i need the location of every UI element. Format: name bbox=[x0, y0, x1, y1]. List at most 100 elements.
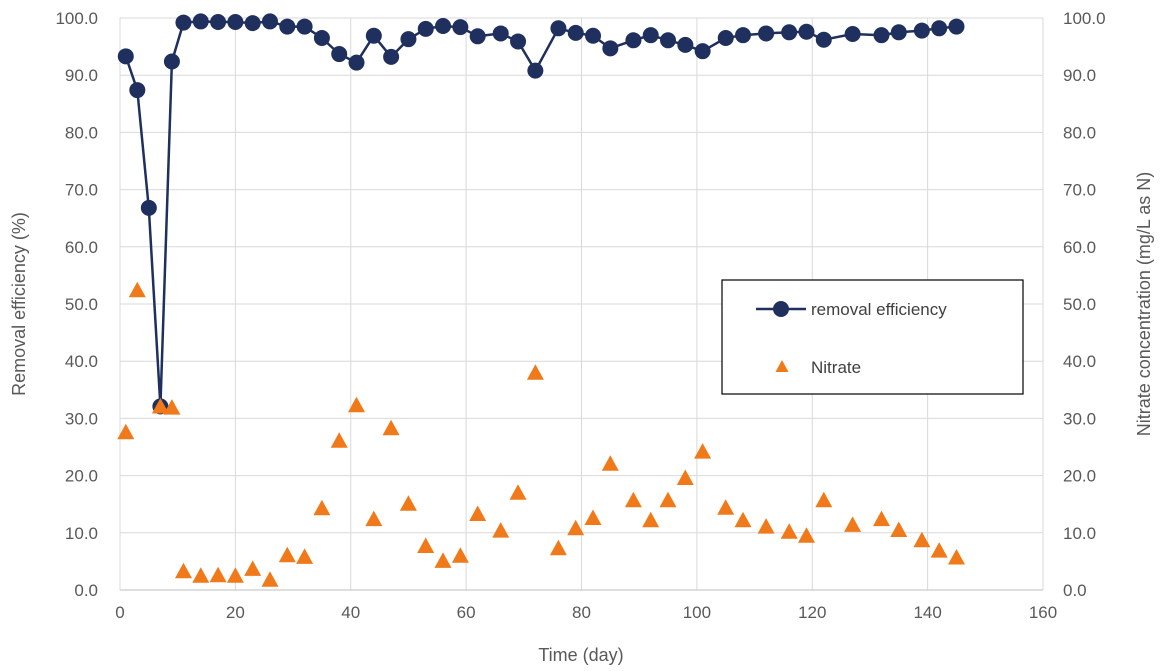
removal-efficiency-point bbox=[873, 27, 890, 44]
removal-efficiency-point bbox=[844, 26, 861, 43]
removal-efficiency-point bbox=[452, 19, 469, 36]
nitrate-point bbox=[209, 566, 227, 583]
removal-efficiency-point bbox=[660, 32, 677, 49]
nitrate-point bbox=[757, 518, 775, 534]
removal-efficiency-point bbox=[140, 199, 157, 216]
removal-efficiency-point bbox=[890, 24, 907, 41]
removal-efficiency-point bbox=[815, 31, 832, 48]
x-tick-label: 140 bbox=[913, 603, 941, 622]
removal-efficiency-point bbox=[527, 62, 544, 79]
y2-tick-label: 10.0 bbox=[1063, 524, 1096, 543]
y-tick-label: 30.0 bbox=[65, 409, 98, 428]
nitrate-point bbox=[873, 510, 890, 527]
y-tick-label: 20.0 bbox=[65, 467, 98, 486]
removal-efficiency-point bbox=[163, 53, 180, 70]
nitrate-point bbox=[226, 567, 244, 583]
removal-efficiency-point bbox=[244, 15, 261, 32]
removal-efficiency-point bbox=[192, 13, 209, 30]
removal-efficiency-point bbox=[435, 18, 452, 35]
y-tick-label: 50.0 bbox=[65, 295, 98, 314]
y2-tick-label: 50.0 bbox=[1063, 295, 1096, 314]
nitrate-point bbox=[676, 469, 694, 485]
y2-tick-labels: 0.0 10.0 20.0 30.0 40.0 50.0 60.0 70.0 80.0 90.0 1… bbox=[1063, 9, 1106, 600]
nitrate-point bbox=[659, 491, 677, 508]
y-tick-label: 0.0 bbox=[74, 581, 98, 600]
y2-tick-label: 90.0 bbox=[1063, 66, 1096, 85]
nitrate-point bbox=[844, 516, 862, 532]
removal-efficiency-point bbox=[781, 24, 798, 41]
removal-efficiency-point bbox=[348, 54, 365, 71]
y-tick-label: 80.0 bbox=[65, 123, 98, 142]
y2-axis-title: Nitrate concentration (mg/L as N) bbox=[1134, 172, 1154, 436]
y-axis-title: Removal efficiency (%) bbox=[9, 212, 29, 396]
nitrate-point bbox=[815, 491, 833, 508]
removal-efficiency-series bbox=[117, 13, 965, 415]
nitrate-point bbox=[451, 547, 469, 563]
nitrate-point bbox=[175, 562, 192, 579]
nitrate-point bbox=[117, 423, 135, 440]
nitrate-point bbox=[278, 546, 296, 563]
axes bbox=[119, 18, 1043, 591]
removal-efficiency-point bbox=[129, 82, 146, 99]
legend-label-nitrate: Nitrate bbox=[811, 358, 861, 377]
nitrate-point bbox=[717, 499, 735, 515]
y-tick-label: 70.0 bbox=[65, 181, 98, 200]
nitrate-point bbox=[584, 509, 602, 525]
removal-efficiency-point bbox=[400, 31, 417, 48]
removal-efficiency-point bbox=[567, 24, 584, 41]
nitrate-point bbox=[365, 510, 383, 527]
nitrate-point bbox=[890, 521, 908, 537]
y2-tick-label: 0.0 bbox=[1063, 581, 1087, 600]
grid bbox=[120, 17, 1044, 590]
nitrate-point bbox=[128, 281, 146, 298]
removal-efficiency-point bbox=[717, 30, 734, 47]
y2-tick-label: 70.0 bbox=[1063, 181, 1096, 200]
removal-efficiency-point bbox=[677, 36, 694, 53]
legend-label-removal-efficiency: removal efficiency bbox=[811, 300, 947, 319]
removal-efficiency-point bbox=[331, 46, 348, 63]
removal-efficiency-point bbox=[313, 30, 330, 47]
nitrate-point bbox=[624, 491, 642, 508]
x-tick-label: 120 bbox=[798, 603, 826, 622]
nitrate-point bbox=[930, 542, 948, 558]
nitrate-point bbox=[601, 455, 619, 471]
y2-tick-label: 80.0 bbox=[1063, 123, 1096, 142]
nitrate-point bbox=[913, 531, 931, 548]
removal-efficiency-point bbox=[261, 13, 278, 30]
removal-efficiency-point bbox=[931, 20, 948, 37]
x-tick-labels: 0 20 40 60 80 100 120 140 160 bbox=[115, 603, 1057, 622]
x-tick-label: 0 bbox=[115, 603, 124, 622]
removal-efficiency-point bbox=[296, 18, 313, 35]
nitrate-point bbox=[509, 484, 527, 500]
removal-efficiency-point bbox=[492, 25, 509, 42]
x-tick-label: 80 bbox=[572, 603, 591, 622]
nitrate-point bbox=[694, 443, 712, 459]
y2-tick-label: 20.0 bbox=[1063, 467, 1096, 486]
nitrate-point bbox=[244, 560, 262, 576]
removal-efficiency-point bbox=[625, 32, 642, 49]
nitrate-point bbox=[348, 396, 365, 413]
y-tick-label: 10.0 bbox=[65, 524, 98, 543]
nitrate-point bbox=[296, 548, 314, 564]
x-tick-label: 100 bbox=[683, 603, 711, 622]
nitrate-point bbox=[526, 364, 544, 380]
nitrate-point bbox=[469, 505, 487, 521]
nitrate-point bbox=[567, 519, 585, 536]
nitrate-point bbox=[330, 432, 348, 448]
nitrate-point bbox=[434, 552, 452, 568]
nitrate-point bbox=[417, 537, 435, 553]
removal-efficiency-point bbox=[383, 48, 400, 65]
nitrate-point bbox=[642, 511, 660, 528]
y2-tick-label: 30.0 bbox=[1063, 409, 1096, 428]
nitrate-point bbox=[948, 549, 965, 565]
legend: removal efficiency Nitrate bbox=[721, 279, 1024, 395]
removal-efficiency-point bbox=[175, 14, 192, 31]
removal-efficiency-point bbox=[550, 20, 567, 37]
y-tick-label: 60.0 bbox=[65, 238, 98, 257]
nitrate-point bbox=[261, 571, 279, 587]
removal-efficiency-point bbox=[227, 14, 244, 31]
legend-triangle-marker bbox=[775, 360, 789, 372]
removal-efficiency-point bbox=[948, 18, 965, 35]
y-tick-labels: 0.0 10.0 20.0 30.0 40.0 50.0 60.0 70.0 80.0 90.0 1… bbox=[55, 9, 98, 600]
removal-efficiency-point bbox=[694, 43, 711, 60]
